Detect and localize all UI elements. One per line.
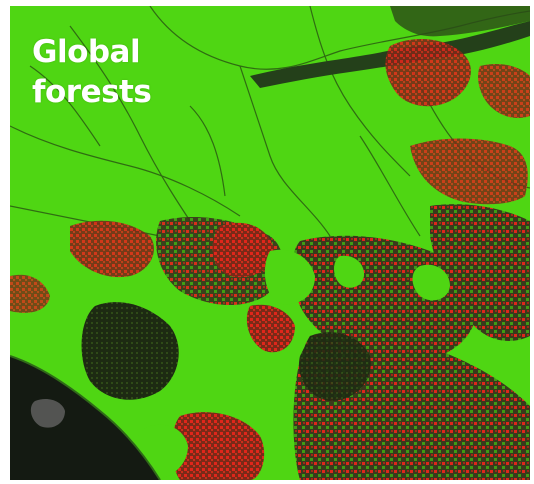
map-title: Global forests bbox=[32, 34, 152, 110]
non-forest-areas bbox=[81, 6, 530, 401]
forest-cover-image bbox=[10, 6, 530, 480]
forest-patches bbox=[129, 249, 450, 480]
coastline bbox=[10, 355, 161, 480]
river-network bbox=[10, 6, 530, 237]
ocean bbox=[10, 356, 160, 480]
forest-map[interactable]: Global forests bbox=[10, 6, 530, 480]
cloud-patch bbox=[30, 399, 65, 428]
